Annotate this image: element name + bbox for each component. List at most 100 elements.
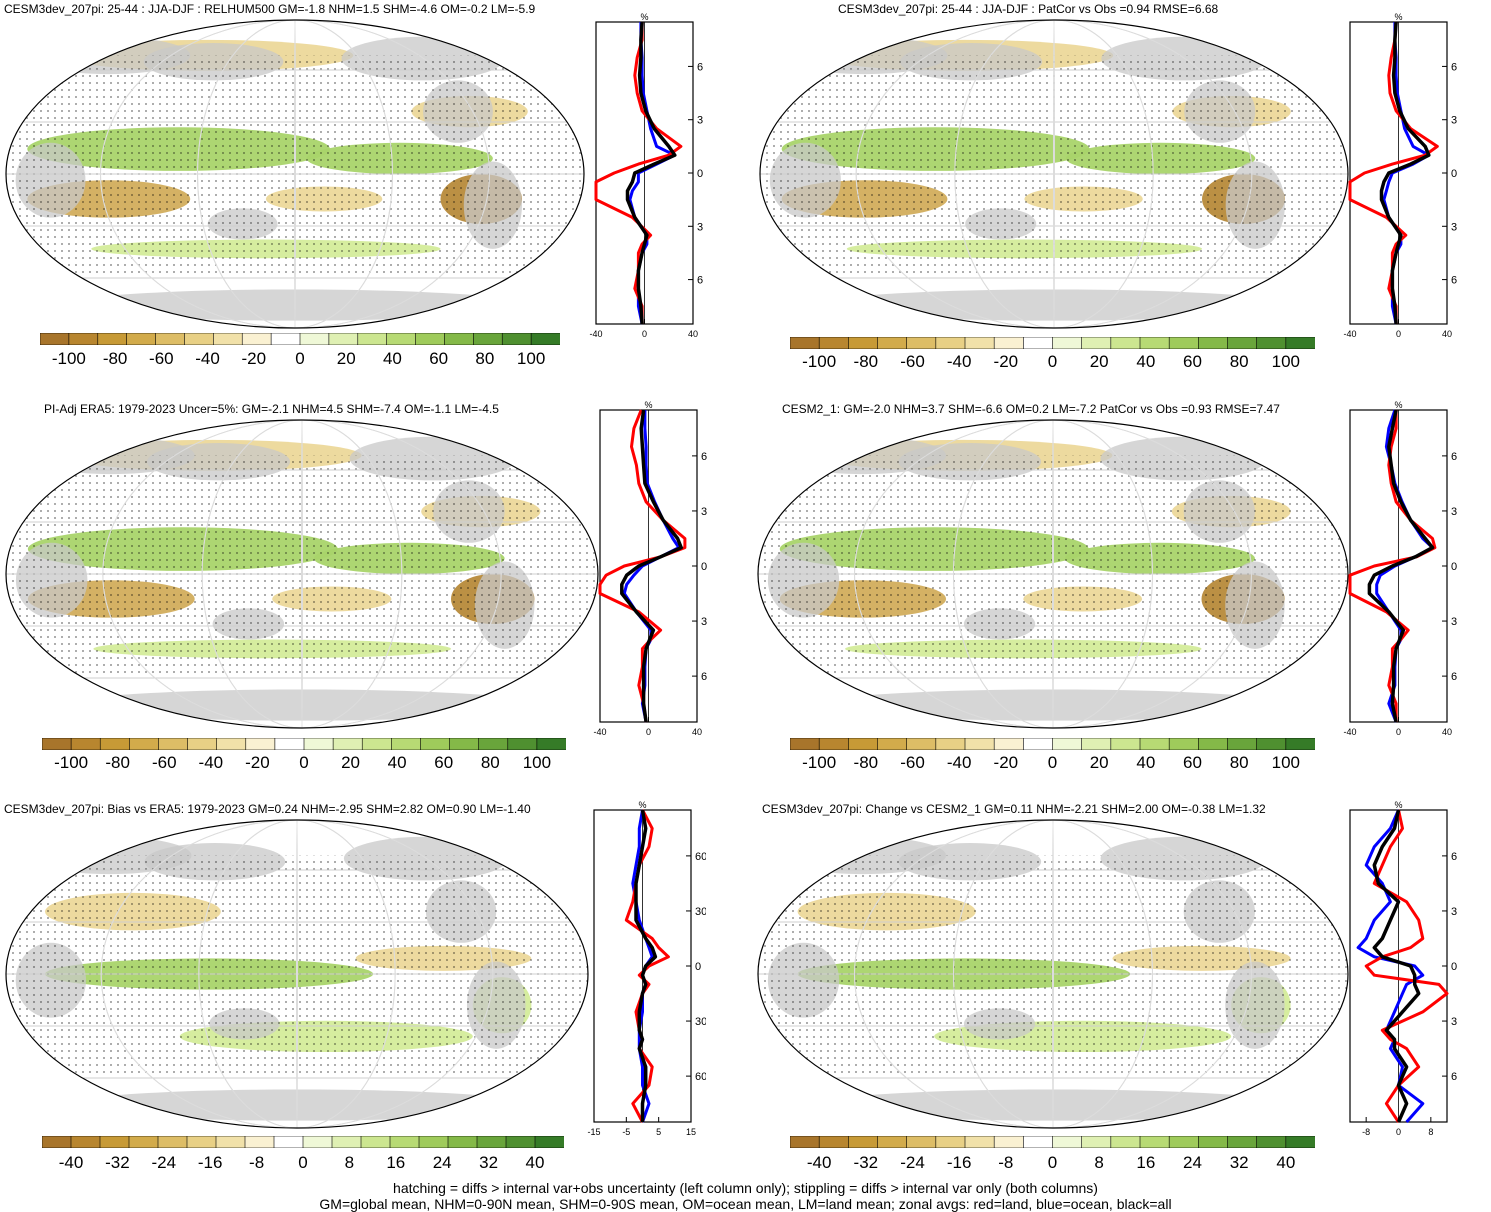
colorbar-box: [877, 738, 908, 750]
colorbar-box: [187, 738, 218, 750]
map-outline: [757, 419, 1349, 729]
colorbar-tick-label: -100: [802, 352, 837, 371]
zonal-x-tick-label: 40: [692, 727, 702, 737]
zonal-x-tick-label: 0: [1396, 727, 1401, 737]
zonal-lat-label: 60S: [695, 1071, 706, 1083]
zonal-x-tick-label: 40: [1442, 329, 1452, 339]
colorbar-tick-label: -80: [105, 753, 130, 772]
colorbar-tick-label: 100: [1271, 352, 1301, 371]
robinson-map: [757, 819, 1349, 1129]
colorbar-tick-label: 24: [1183, 1153, 1202, 1172]
colorbar-tick-label: 40: [525, 1153, 545, 1172]
colorbar-tick-label: -40: [946, 753, 972, 772]
colorbar-box: [935, 738, 966, 750]
colorbar-box: [1168, 337, 1199, 349]
colorbar-box: [273, 1136, 304, 1148]
colorbar-box: [42, 738, 72, 750]
colorbar-box: [1139, 1136, 1170, 1148]
colorbar-tick-label: 40: [1136, 352, 1156, 371]
colorbar-tick-label: -60: [151, 753, 177, 772]
colorbar-box: [993, 337, 1024, 349]
colorbar-box: [818, 738, 849, 750]
colorbar-box: [507, 738, 538, 750]
colorbar-tick-label: -100: [54, 753, 89, 772]
zonal-lat-label: 30S: [701, 616, 707, 628]
colorbar-tick-label: -20: [993, 753, 1019, 772]
graticule-meridian: [855, 20, 1253, 328]
zonal-line-ocean: [1356, 809, 1425, 1123]
colorbar-box: [1052, 1136, 1083, 1148]
map-outline: [5, 19, 585, 329]
colorbar-box: [241, 333, 272, 345]
colorbar-box: [357, 333, 388, 345]
colorbar-box: [70, 1136, 101, 1148]
colorbar-box: [964, 337, 995, 349]
panel-title: CESM3dev_207pi: Bias vs ERA5: 1979-2023 …: [4, 802, 531, 816]
colorbar-box: [1198, 738, 1229, 750]
colorbar-box: [1023, 1136, 1054, 1148]
colorbar-tick-label: 0: [298, 1153, 308, 1172]
colorbar-tick-label: 60: [1183, 753, 1202, 772]
colorbar-box: [186, 1136, 217, 1148]
zonal-line-all: [625, 21, 677, 325]
colorbar-box: [1227, 738, 1258, 750]
colorbar-tick-label: 8: [344, 1153, 355, 1172]
panel-title: CESM3dev_207pi: Change vs CESM2_1 GM=0.1…: [762, 802, 1266, 816]
zonal-x-tick-label: -8: [1362, 1127, 1370, 1137]
colorbar-tick-label: -40: [946, 352, 972, 371]
zonal-lat-label: 60S: [697, 275, 703, 287]
colorbar-tick-label: -16: [197, 1153, 223, 1172]
zonal-x-tick-label: -40: [589, 329, 602, 339]
colorbar-tick-label: 24: [432, 1153, 452, 1172]
footer-note-hatching: hatching = diffs > internal var+obs unce…: [393, 1180, 1098, 1196]
zonal-lat-label: 30N: [1451, 115, 1457, 127]
colorbar-box: [299, 333, 330, 345]
colorbar-tick-label: 40: [387, 753, 407, 772]
graticule-meridian: [296, 820, 298, 1128]
colorbar-box: [818, 1136, 849, 1148]
colorbar-tick-label: 40: [1136, 753, 1156, 772]
zonal-lat-label: 30N: [695, 906, 706, 918]
graticule-meridian: [197, 20, 393, 328]
colorbar-tick-label: -80: [102, 349, 128, 368]
colorbar-box: [848, 738, 879, 750]
colorbar-tick-label: 32: [1229, 1153, 1249, 1172]
map-outline: [5, 819, 589, 1129]
colorbar-box: [99, 738, 130, 750]
colorbar-box: [244, 1136, 275, 1148]
colorbar-box: [1110, 337, 1141, 349]
zonal-line-all: [634, 809, 658, 1122]
colorbar-box: [1285, 1136, 1315, 1148]
colorbar-box: [501, 333, 532, 345]
colorbar-tick-label: 16: [386, 1153, 406, 1172]
colorbar-box: [818, 337, 849, 349]
colorbar-box: [1285, 337, 1315, 349]
colorbar-box: [536, 738, 566, 750]
colorbar-tick-label: -20: [993, 352, 1019, 371]
zonal-x-tick-label: 15: [686, 1127, 696, 1137]
colorbar-tick-label: 32: [479, 1153, 499, 1172]
colorbar-box: [1198, 337, 1229, 349]
zonal-mean-plot: % 60N 30N 0 30S 60S -8 0 8: [1349, 800, 1457, 1137]
zonal-mean-plot: % 60N 30N 0 30S 60S -40 0 40: [1343, 12, 1457, 339]
colorbar-box: [157, 1136, 188, 1148]
zonal-x-tick-label: -40: [1343, 727, 1356, 737]
zonal-x-tick-label: 40: [688, 329, 698, 339]
colorbar-box: [155, 333, 186, 345]
colorbar-tick-label: 20: [341, 753, 361, 772]
colorbar-box: [993, 738, 1024, 750]
colorbar-box: [97, 333, 128, 345]
colorbar-tick-label: 80: [480, 753, 500, 772]
colorbar-box: [1168, 738, 1199, 750]
map-outline: [759, 19, 1349, 329]
map-outline: [757, 819, 1349, 1129]
colorbar-box: [444, 333, 474, 345]
colorbar-tick-label: -40: [198, 753, 224, 772]
zonal-lat-label: 60N: [695, 851, 706, 863]
robinson-map: [5, 819, 589, 1129]
colorbar-box: [331, 1136, 362, 1148]
colorbar-tick-label: -60: [149, 349, 174, 368]
colorbar-box: [184, 333, 214, 345]
land-mass: [466, 827, 538, 859]
zonal-lat-label: 30N: [1451, 906, 1457, 918]
